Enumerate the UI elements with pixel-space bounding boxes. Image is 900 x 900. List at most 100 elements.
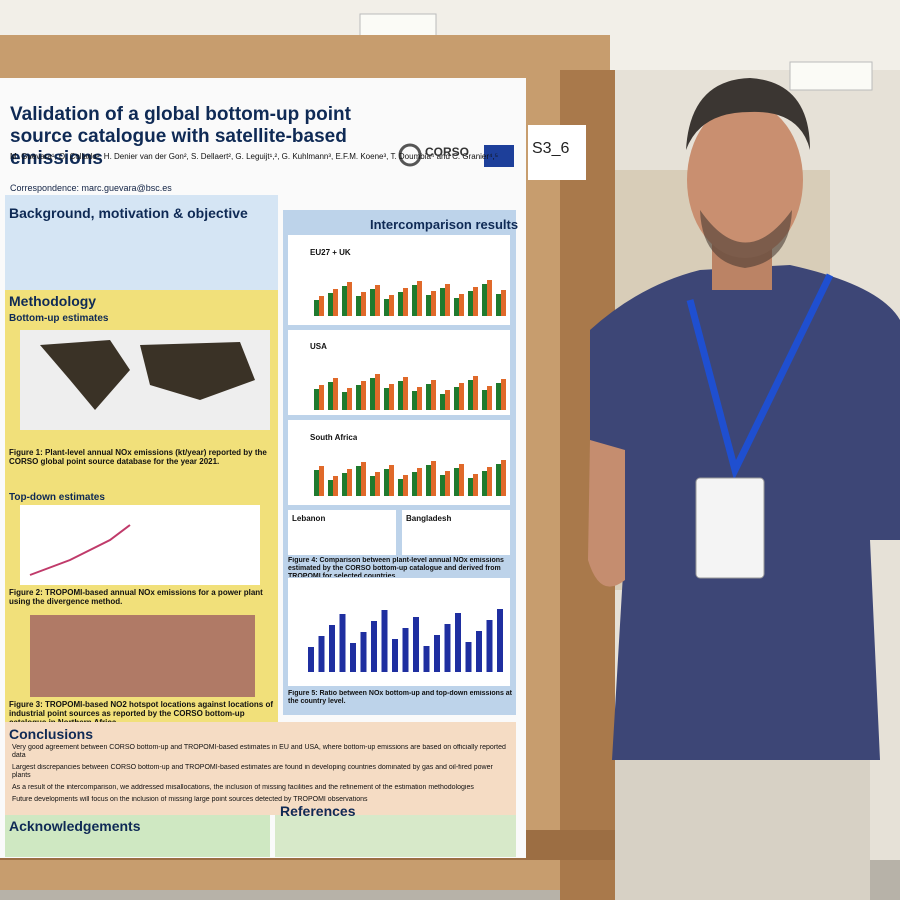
chart-graphic (328, 382, 333, 410)
caption: Figure 5: Ratio between NOx bottom-up an… (288, 690, 513, 706)
chart-graphic (392, 639, 398, 672)
panel-label: USA (310, 342, 327, 351)
conclusions-box (5, 722, 516, 815)
chart-graphic (356, 385, 361, 410)
chart-graphic (403, 288, 408, 316)
chart-graphic (361, 462, 366, 496)
chart-graphic (375, 374, 380, 410)
face (687, 102, 803, 258)
section-heading: Background, motivation & objective (9, 205, 248, 221)
chart-graphic (431, 380, 436, 410)
caption: Figure 3: TROPOMI-based NO2 hotspot loca… (9, 700, 274, 722)
chart-graphics (308, 280, 506, 672)
chart-graphic (440, 288, 445, 316)
chart-graphic (431, 291, 436, 316)
chart-graphic (454, 387, 459, 410)
chart-graphic (370, 476, 375, 496)
chart-graphic (361, 292, 366, 316)
chart-graphic (440, 394, 445, 410)
chart-graphic (412, 285, 417, 316)
chart-graphic (417, 387, 422, 410)
chart-graphic (426, 465, 431, 496)
chart-graphic (496, 464, 501, 496)
panel-label: Bangladesh (406, 514, 452, 523)
chart-graphic (487, 280, 492, 316)
chart-graphic (403, 475, 408, 496)
chart-graphic (412, 391, 417, 410)
chart-graphic (496, 383, 501, 410)
poster-title: Validation of a global bottom-up point s… (10, 104, 351, 169)
badge-paper (528, 125, 586, 180)
chart-graphic (473, 474, 478, 496)
chart-graphic (426, 295, 431, 316)
chart-graphic (403, 377, 408, 410)
chart-graphic (431, 461, 436, 496)
chart-graphic (356, 466, 361, 496)
chart-graphic (501, 460, 506, 496)
chart-graphic (398, 292, 403, 316)
chart-graphic (347, 388, 352, 410)
chart-graphic (375, 472, 380, 496)
section-heading: Top-down estimates (9, 492, 105, 503)
chart-graphic (384, 299, 389, 316)
conclusion-item: Largest discrepancies between CORSO bott… (12, 764, 493, 780)
chart-graphic (434, 635, 440, 672)
chart-graphic (333, 476, 338, 496)
top-down-plot (20, 505, 260, 585)
badge-code: S3_6 (532, 140, 570, 157)
acknowledgements-box (5, 815, 270, 857)
lanyard (686, 273, 834, 480)
chart-graphic (445, 390, 450, 410)
chart-graphic (482, 390, 487, 410)
chart-graphic (371, 621, 377, 672)
chart-graphic (308, 647, 314, 672)
chart-graphic (468, 291, 473, 316)
chart-graphic (375, 285, 380, 316)
chart-graphic (459, 294, 464, 316)
poster-authors: M. Guevara¹, O. Collado¹, H. Denier van … (10, 152, 499, 161)
map-land (40, 340, 255, 410)
chart-graphic (444, 624, 451, 672)
caption: Figure 1: Plant-level annual NOx emissio… (9, 448, 267, 467)
chart-graphic (339, 614, 346, 672)
chart-graphic (455, 613, 461, 672)
chart-graphic (412, 472, 417, 496)
chart-graphic (486, 620, 493, 672)
chart-graphic (497, 609, 503, 672)
panel-label: South Africa (310, 433, 358, 442)
section-heading: Bottom-up estimates (9, 313, 109, 324)
chart-graphic (333, 378, 338, 410)
chart-graphic (318, 636, 325, 672)
chart-graphic (459, 464, 464, 496)
chart-graphic (468, 478, 473, 496)
eu-flag (484, 145, 514, 167)
chart-graphic (384, 469, 389, 496)
beard (700, 210, 792, 268)
caption: Figure 4: Comparison between plant-level… (288, 557, 504, 577)
section-heading: References (280, 803, 356, 819)
background-box (5, 195, 278, 295)
chart-graphic (314, 470, 319, 496)
chart-graphic (417, 468, 422, 496)
chart-graphic (356, 296, 361, 316)
section-heading: Acknowledgements (9, 818, 141, 834)
arm (588, 440, 625, 587)
chart-graphic (482, 284, 487, 316)
chart-graphic (389, 295, 394, 316)
chart-graphic (417, 281, 422, 316)
correspondence: Correspondence: marc.guevara@bsc.es (10, 183, 172, 193)
chart-graphic (314, 300, 319, 316)
chart-graphic (381, 610, 388, 672)
chart-graphic (384, 388, 389, 410)
name-badge (695, 477, 765, 579)
panel (288, 578, 510, 686)
conclusion-item: As a result of the intercomparison, we a… (12, 784, 474, 792)
conclusions-list: Very good agreement between CORSO bottom… (12, 744, 512, 808)
chart-graphic (465, 642, 472, 672)
logo-icon (398, 143, 422, 167)
caption: Figure 2: TROPOMI-based annual NOx emiss… (9, 588, 263, 607)
chart-graphic (319, 385, 324, 410)
chart-graphic (402, 628, 409, 672)
